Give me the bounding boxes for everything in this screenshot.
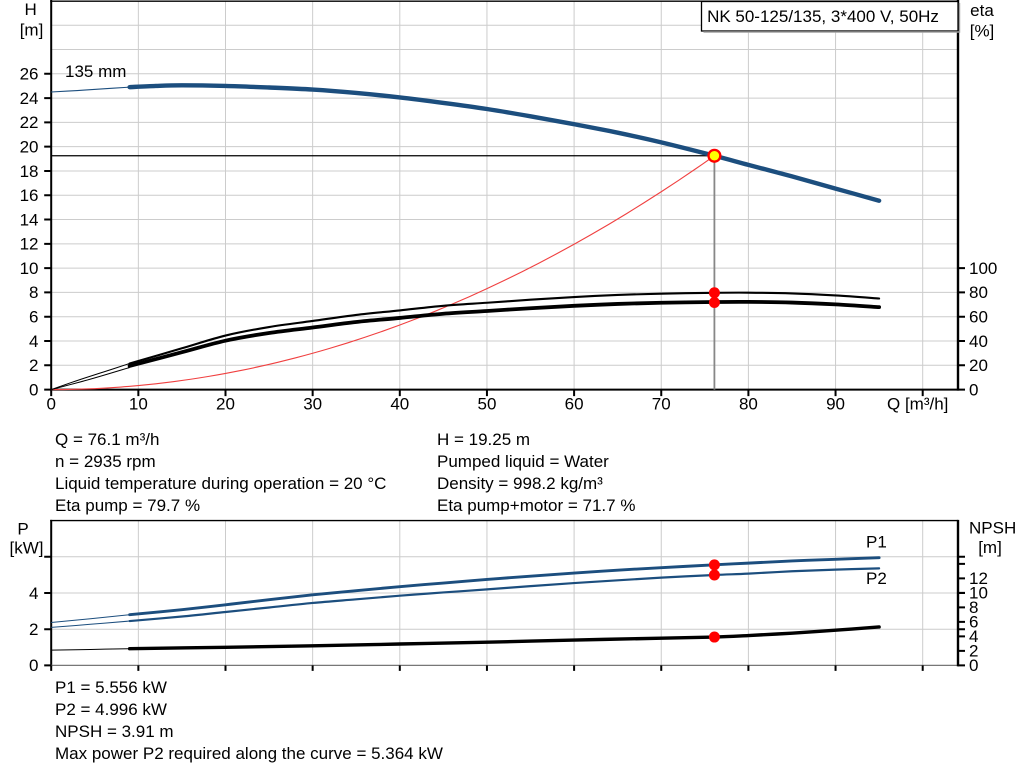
svg-text:16: 16 [20, 186, 39, 205]
svg-text:P1: P1 [866, 533, 887, 552]
svg-text:NPSH = 3.91 m: NPSH = 3.91 m [55, 722, 174, 741]
svg-text:H = 19.25 m: H = 19.25 m [437, 430, 530, 449]
svg-text:Max power P2 required along th: Max power P2 required along the curve = … [55, 744, 443, 763]
svg-text:10: 10 [969, 584, 988, 603]
svg-text:Eta pump = 79.7 %: Eta pump = 79.7 % [55, 496, 200, 515]
svg-text:P2 = 4.996 kW: P2 = 4.996 kW [55, 700, 167, 719]
svg-text:80: 80 [739, 395, 758, 414]
svg-text:14: 14 [20, 210, 39, 229]
svg-text:60: 60 [969, 308, 988, 327]
svg-text:[%]: [%] [970, 22, 995, 41]
svg-text:eta: eta [970, 1, 994, 20]
svg-text:2: 2 [969, 642, 978, 661]
svg-text:Pumped liquid = Water: Pumped liquid = Water [437, 452, 609, 471]
svg-text:100: 100 [969, 259, 997, 278]
svg-text:0: 0 [969, 656, 978, 675]
svg-text:4: 4 [29, 584, 38, 603]
svg-text:[m]: [m] [978, 538, 1002, 557]
svg-text:[kW]: [kW] [10, 539, 44, 558]
svg-text:0: 0 [29, 656, 38, 675]
svg-text:40: 40 [969, 332, 988, 351]
svg-text:26: 26 [20, 65, 39, 84]
svg-text:10: 10 [129, 395, 148, 414]
svg-text:P1 = 5.556 kW: P1 = 5.556 kW [55, 678, 167, 697]
svg-text:10: 10 [20, 259, 39, 278]
svg-text:0: 0 [969, 380, 978, 399]
svg-text:H: H [25, 0, 37, 19]
svg-text:Liquid temperature during oper: Liquid temperature during operation = 20… [55, 474, 386, 493]
svg-text:2: 2 [29, 356, 38, 375]
svg-text:Q = 76.1 m³/h: Q = 76.1 m³/h [55, 430, 159, 449]
svg-text:Q [m³/h]: Q [m³/h] [887, 395, 948, 414]
svg-text:30: 30 [303, 395, 322, 414]
svg-text:40: 40 [390, 395, 409, 414]
svg-text:18: 18 [20, 162, 39, 181]
svg-text:Eta pump+motor = 71.7 %: Eta pump+motor = 71.7 % [437, 496, 635, 515]
svg-text:[m]: [m] [20, 21, 44, 40]
svg-text:6: 6 [29, 308, 38, 327]
svg-text:20: 20 [969, 356, 988, 375]
svg-text:50: 50 [477, 395, 496, 414]
svg-text:70: 70 [652, 395, 671, 414]
svg-text:12: 12 [969, 569, 988, 588]
svg-text:4: 4 [29, 332, 38, 351]
svg-text:4: 4 [969, 627, 978, 646]
svg-text:22: 22 [20, 113, 39, 132]
svg-text:8: 8 [29, 283, 38, 302]
svg-text:n = 2935 rpm: n = 2935 rpm [55, 452, 156, 471]
svg-text:8: 8 [969, 598, 978, 617]
svg-text:0: 0 [46, 395, 55, 414]
svg-text:80: 80 [969, 283, 988, 302]
svg-text:NK 50-125/135, 3*400 V, 50Hz: NK 50-125/135, 3*400 V, 50Hz [707, 7, 939, 26]
svg-text:Density = 998.2 kg/m³: Density = 998.2 kg/m³ [437, 474, 603, 493]
svg-text:6: 6 [969, 613, 978, 632]
svg-text:2: 2 [29, 620, 38, 639]
svg-text:12: 12 [20, 235, 39, 254]
svg-text:P: P [17, 520, 28, 539]
svg-text:90: 90 [826, 395, 845, 414]
svg-text:20: 20 [216, 395, 235, 414]
svg-text:NPSH: NPSH [969, 519, 1016, 538]
svg-text:P2: P2 [866, 569, 887, 588]
svg-text:24: 24 [20, 89, 39, 108]
svg-text:135 mm: 135 mm [65, 62, 126, 81]
svg-text:60: 60 [565, 395, 584, 414]
svg-text:20: 20 [20, 137, 39, 156]
svg-text:0: 0 [29, 380, 38, 399]
